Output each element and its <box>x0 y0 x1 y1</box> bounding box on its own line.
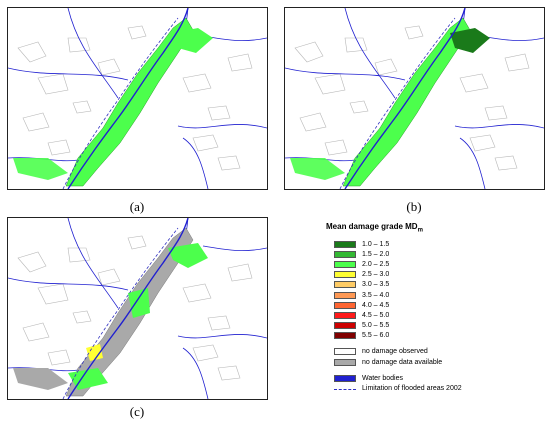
legend-grades: 1.0 – 1.5 1.5 – 2.0 2.0 – 2.5 2.5 – 3.0 3.0 … <box>326 240 546 342</box>
legend-label: 1.5 – 2.0 <box>362 250 390 258</box>
legend: Mean damage grade MDm 1.0 – 1.5 1.5 – 2.0… <box>326 222 546 394</box>
legend-title: Mean damage grade MDm <box>326 222 423 234</box>
legend-item: no damage observed <box>326 347 546 357</box>
legend-swatch <box>334 240 356 248</box>
legend-item: no damage data available <box>326 358 546 368</box>
legend-label: 2.5 – 3.0 <box>362 271 390 279</box>
flood-extra <box>173 28 213 53</box>
yellow-patch <box>86 344 103 361</box>
legend-item: 2.5 – 3.0 <box>326 270 546 280</box>
map-a-svg <box>8 8 267 189</box>
legend-swatch <box>334 271 356 279</box>
flood-left <box>290 158 345 180</box>
legend-item: 1.0 – 1.5 <box>326 240 546 250</box>
legend-water-swatch <box>334 374 356 382</box>
legend-swatch <box>334 358 356 366</box>
map-panel-b <box>284 7 545 190</box>
legend-flood-limit: Limitation of flooded areas 2002 <box>326 384 546 394</box>
map-c-svg <box>8 218 267 399</box>
map-panel-c <box>7 217 268 400</box>
legend-water-label: Water bodies <box>362 374 403 382</box>
green-patch-2 <box>128 288 150 318</box>
legend-swatch <box>334 332 356 340</box>
main-river <box>67 8 189 189</box>
legend-other: no damage observed no damage data availab… <box>326 347 546 367</box>
legend-label: 4.0 – 4.5 <box>362 301 390 309</box>
legend-label: 4.5 – 5.0 <box>362 311 390 319</box>
panel-label-c: (c) <box>129 404 145 419</box>
legend-swatch <box>334 301 356 309</box>
legend-swatch <box>334 311 356 319</box>
legend-label: 1.0 – 1.5 <box>362 240 390 248</box>
flood-limit <box>62 227 179 399</box>
legend-swatch <box>334 281 356 289</box>
legend-item: 5.5 – 6.0 <box>326 331 546 341</box>
main-river <box>344 8 466 189</box>
legend-item: 5.0 – 5.5 <box>326 321 546 331</box>
legend-label: 3.0 – 3.5 <box>362 281 390 289</box>
flood-extra-dark <box>450 28 490 53</box>
panel-label-b: (b) <box>406 199 422 214</box>
legend-label: 3.5 – 4.0 <box>362 291 390 299</box>
legend-item: 1.5 – 2.0 <box>326 250 546 260</box>
legend-label: 5.0 – 5.5 <box>362 322 390 330</box>
river-network <box>8 8 267 189</box>
flood-limit <box>339 17 456 189</box>
legend-swatch <box>334 260 356 268</box>
legend-label: no damage data available <box>362 358 443 366</box>
legend-swatch <box>334 322 356 330</box>
legend-label: no damage observed <box>362 348 428 356</box>
flood-limit <box>62 17 179 189</box>
legend-item: 3.0 – 3.5 <box>326 280 546 290</box>
map-panel-a <box>7 7 268 190</box>
legend-swatch <box>334 348 356 356</box>
legend-item: 4.0 – 4.5 <box>326 301 546 311</box>
legend-flood-limit-line <box>334 389 356 391</box>
legend-swatch <box>334 250 356 258</box>
legend-swatch <box>334 291 356 299</box>
legend-item: 2.0 – 2.5 <box>326 260 546 270</box>
legend-item: 4.5 – 5.0 <box>326 311 546 321</box>
legend-item: 3.5 – 4.0 <box>326 291 546 301</box>
legend-label: 2.0 – 2.5 <box>362 260 390 268</box>
legend-label: 5.5 – 6.0 <box>362 332 390 340</box>
main-river <box>67 218 189 399</box>
legend-flood-limit-label: Limitation of flooded areas 2002 <box>362 385 462 393</box>
map-b-svg <box>285 8 544 189</box>
flood-left <box>13 368 68 390</box>
flood-left <box>13 158 68 180</box>
legend-water: Water bodies <box>326 374 546 384</box>
green-patch-1 <box>168 243 208 268</box>
panel-label-a: (a) <box>129 199 145 214</box>
